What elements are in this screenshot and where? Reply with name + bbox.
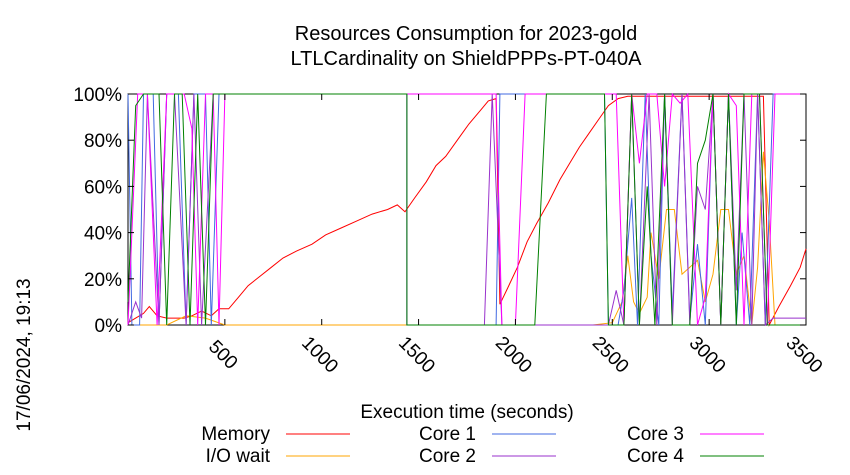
y-tick-label: 0% — [95, 316, 123, 337]
series-line-core-1 — [127, 93, 806, 326]
legend-label: I/O wait — [206, 446, 271, 467]
y-tick-label: 80% — [84, 131, 122, 152]
legend-item: Core 4 — [627, 446, 764, 467]
series-line-core-2 — [127, 93, 806, 327]
plot-frame — [127, 93, 807, 326]
y-tick-label: 100% — [73, 85, 122, 106]
x-tick-label: 500 — [204, 336, 241, 373]
x-tick-label: 1000 — [297, 333, 342, 378]
legend-item: I/O wait — [206, 446, 350, 467]
legend-label: Core 3 — [627, 424, 684, 445]
chart-subtitle: LTLCardinality on ShieldPPPs-PT-040A — [291, 48, 643, 70]
x-tick-label: 2500 — [588, 333, 633, 378]
legend-item: Core 2 — [419, 446, 556, 467]
y-tick-label: 20% — [84, 270, 122, 291]
series-layer — [127, 92, 807, 327]
x-tick-label: 3500 — [782, 333, 827, 378]
x-tick-label: 1500 — [394, 333, 439, 378]
legend-item: Core 1 — [419, 424, 556, 445]
y-tick-label: 60% — [84, 177, 122, 198]
series-line-memory — [127, 95, 807, 327]
x-tick-label: 3000 — [685, 333, 730, 378]
legend-label: Memory — [201, 424, 270, 445]
chart-title: Resources Consumption for 2023-gold — [295, 23, 637, 45]
timestamp: 17/06/2024, 19:13 — [14, 278, 35, 431]
legend-item: Memory — [201, 424, 350, 445]
series-line-core-3 — [127, 92, 806, 326]
series-line-core-4 — [127, 93, 806, 326]
plot-area — [127, 92, 807, 327]
y-axis: 0% 20% 40% 60% 80% 100% — [73, 85, 806, 337]
y-tick-label: 40% — [84, 224, 122, 245]
x-axis-label: Execution time (seconds) — [360, 402, 573, 423]
x-tick-label: 2000 — [491, 333, 536, 378]
legend-label: Core 4 — [627, 446, 684, 467]
legend-label: Core 2 — [419, 446, 476, 467]
legend-label: Core 1 — [419, 424, 476, 445]
legend-item: Core 3 — [627, 424, 764, 445]
